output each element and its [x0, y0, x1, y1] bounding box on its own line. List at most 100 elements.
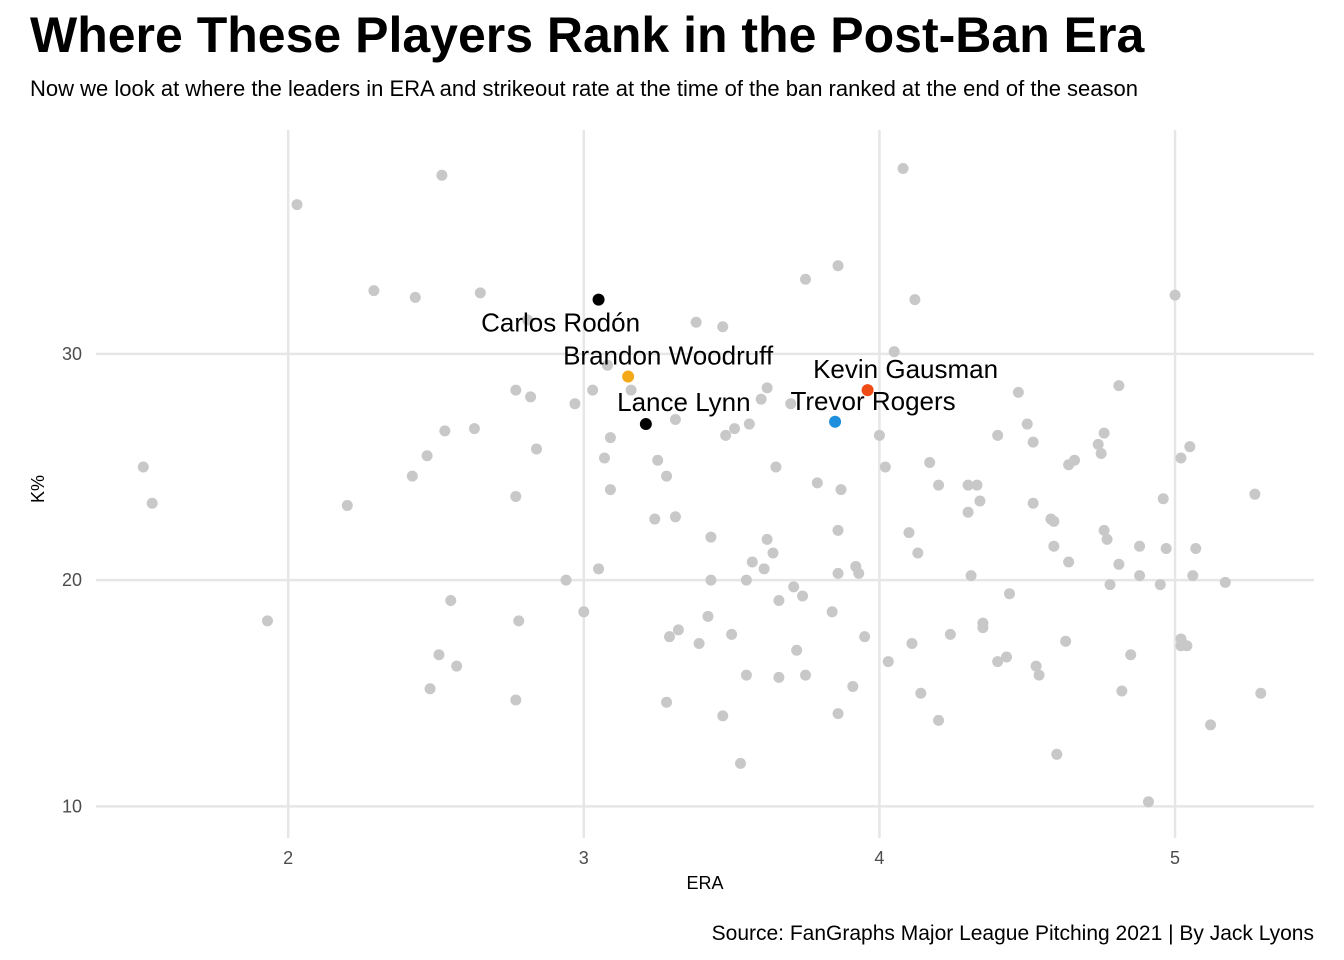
data-point — [690, 316, 702, 328]
data-point — [785, 398, 797, 410]
data-point — [137, 461, 149, 473]
data-point — [1205, 719, 1217, 731]
x-tick-label: 4 — [874, 848, 884, 868]
data-point — [525, 391, 537, 403]
data-point — [1048, 515, 1060, 527]
data-point — [717, 710, 729, 722]
data-point — [652, 454, 664, 466]
data-point — [788, 581, 800, 593]
data-point — [879, 461, 891, 473]
data-point — [513, 615, 525, 627]
data-point — [717, 321, 729, 333]
chart-subtitle: Now we look at where the leaders in ERA … — [30, 76, 1139, 101]
data-point — [1063, 556, 1075, 568]
data-point — [625, 384, 637, 396]
data-point — [924, 457, 936, 469]
data-point — [971, 479, 983, 491]
data-point — [146, 497, 158, 509]
data-point — [965, 570, 977, 582]
data-point — [649, 513, 661, 525]
data-point — [587, 384, 599, 396]
data-point — [726, 628, 738, 640]
data-point — [773, 594, 785, 606]
data-point — [702, 610, 714, 622]
data-point — [664, 631, 676, 643]
data-point — [811, 477, 823, 489]
data-point — [770, 461, 782, 473]
data-point — [746, 556, 758, 568]
gridlines — [96, 130, 1314, 838]
data-point — [992, 656, 1004, 668]
player-label: Carlos Rodón — [481, 308, 640, 338]
data-point — [1001, 651, 1013, 663]
data-point — [439, 425, 451, 437]
data-point — [451, 660, 463, 672]
y-axis-label: K% — [28, 475, 48, 503]
x-axis-label: ERA — [686, 873, 723, 893]
data-point — [1184, 441, 1196, 453]
data-point — [522, 314, 534, 326]
data-point — [755, 393, 767, 405]
data-point — [510, 694, 522, 706]
data-point — [436, 169, 448, 181]
data-point — [1012, 386, 1024, 398]
data-point — [510, 384, 522, 396]
highlighted-point — [829, 415, 842, 428]
data-point — [1116, 685, 1128, 697]
data-point — [1154, 579, 1166, 591]
data-point — [800, 669, 812, 681]
data-point — [888, 346, 900, 358]
data-point — [800, 273, 812, 285]
data-point — [832, 260, 844, 272]
data-point — [1249, 488, 1261, 500]
data-point — [734, 757, 746, 769]
data-point — [433, 649, 445, 661]
data-point — [1160, 542, 1172, 554]
data-point — [669, 414, 681, 426]
data-point — [740, 669, 752, 681]
data-point — [1181, 640, 1193, 652]
data-point — [601, 359, 613, 371]
data-point — [933, 479, 945, 491]
highlighted-point — [592, 293, 605, 306]
data-point — [962, 479, 974, 491]
data-point — [1187, 570, 1199, 582]
data-point — [835, 484, 847, 496]
x-tick-label: 2 — [283, 848, 293, 868]
data-point — [1004, 588, 1015, 600]
player-label: Lance Lynn — [617, 387, 750, 417]
data-point — [906, 637, 918, 649]
data-point — [1157, 493, 1169, 505]
x-tick-label: 5 — [1170, 848, 1180, 868]
data-point — [826, 606, 838, 618]
data-point — [832, 567, 844, 579]
x-tick-label: 3 — [579, 848, 589, 868]
data-point — [261, 615, 273, 627]
data-point — [720, 429, 732, 441]
highlighted-point — [639, 418, 652, 431]
data-point — [1125, 649, 1137, 661]
data-point — [421, 450, 433, 462]
data-point — [406, 470, 418, 482]
data-point — [409, 291, 421, 303]
data-point — [797, 590, 809, 602]
data-point — [705, 531, 717, 543]
highlighted-point — [861, 384, 874, 397]
data-point — [791, 644, 803, 656]
data-point — [909, 294, 921, 306]
data-point — [933, 714, 945, 726]
chart-caption: Source: FanGraphs Major League Pitching … — [711, 922, 1314, 945]
data-point — [1190, 542, 1202, 554]
y-tick-label: 20 — [62, 570, 82, 590]
background-points — [137, 162, 1267, 808]
data-point — [1051, 748, 1063, 760]
data-point — [847, 680, 859, 692]
data-point — [468, 423, 480, 435]
data-point — [1021, 418, 1033, 430]
data-point — [291, 199, 303, 211]
data-point — [1098, 524, 1110, 536]
data-point — [1069, 454, 1081, 466]
data-point — [604, 432, 616, 444]
